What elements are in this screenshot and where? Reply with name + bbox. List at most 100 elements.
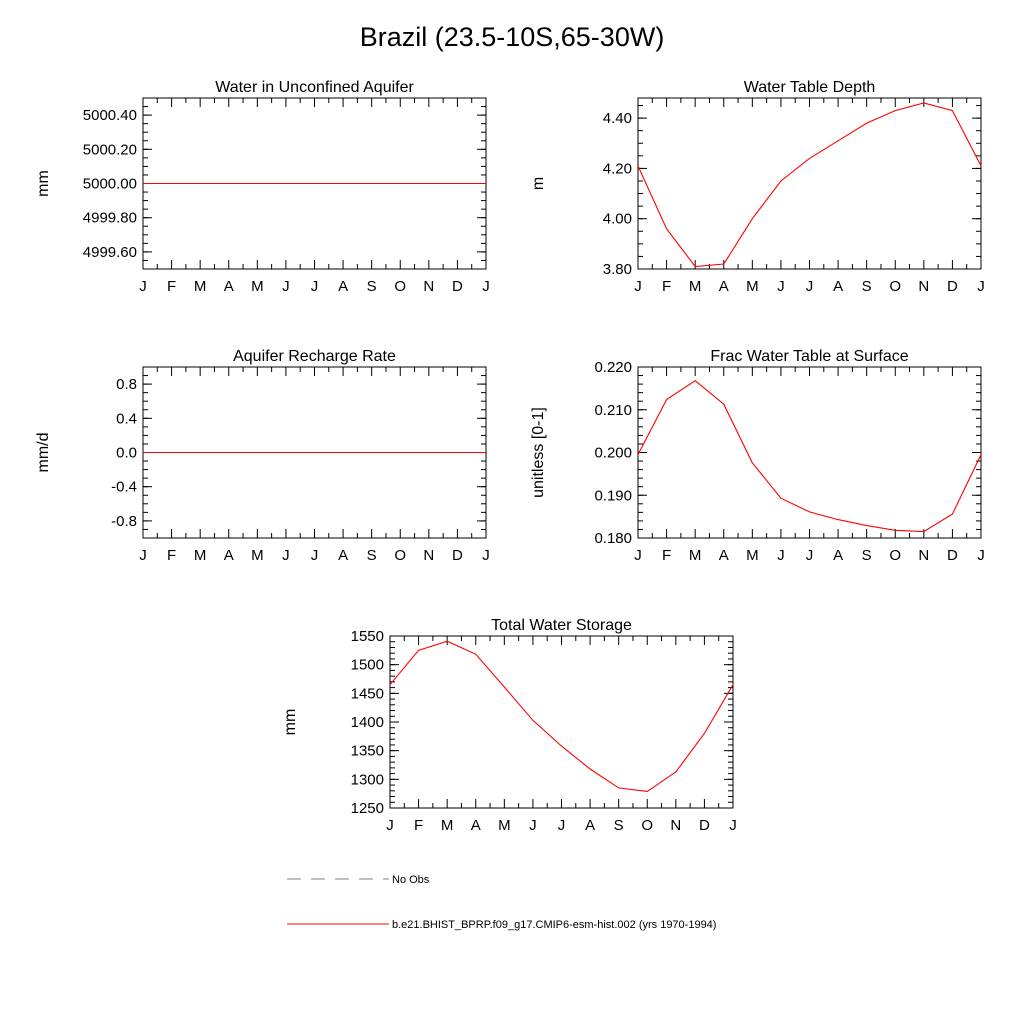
y-tick-label: 5000.00 (83, 176, 137, 193)
x-tick-label: F (662, 547, 671, 564)
x-tick-label: J (139, 278, 147, 295)
x-tick-label: A (338, 278, 348, 295)
y-axis-label: mm/d (35, 433, 52, 473)
x-tick-label: S (862, 547, 872, 564)
y-tick-label: 0.8 (116, 376, 137, 393)
panel-title: Total Water Storage (491, 617, 632, 634)
legend-label: b.e21.BHIST_BPRP.f09_g17.CMIP6-esm-hist.… (392, 919, 716, 931)
y-tick-label: 1550 (351, 628, 384, 645)
x-tick-label: F (662, 278, 671, 295)
x-tick-label: S (862, 278, 872, 295)
x-tick-label: A (224, 278, 234, 295)
y-axis-label: mm (35, 170, 52, 197)
x-tick-label: S (367, 547, 377, 564)
x-tick-label: J (977, 278, 985, 295)
x-tick-label: A (224, 547, 234, 564)
y-tick-label: -0.4 (111, 479, 137, 496)
figure-title: Brazil (23.5-10S,65-30W) (359, 22, 665, 52)
x-tick-label: J (977, 547, 985, 564)
x-tick-label: D (452, 547, 463, 564)
x-tick-label: A (719, 278, 729, 295)
panel-title: Frac Water Table at Surface (710, 348, 908, 365)
x-tick-label: F (167, 547, 176, 564)
x-tick-label: M (746, 547, 759, 564)
panel-title: Water Table Depth (744, 79, 876, 96)
x-tick-label: J (282, 547, 290, 564)
series-line-1 (637, 380, 982, 533)
x-tick-label: D (699, 817, 710, 834)
x-tick-label: A (833, 278, 843, 295)
x-tick-label: O (641, 817, 653, 834)
y-axis-label: unitless [0-1] (530, 407, 547, 498)
x-tick-label: F (167, 278, 176, 295)
x-tick-label: D (947, 547, 958, 564)
x-tick-label: J (282, 278, 290, 295)
x-tick-label: M (251, 547, 264, 564)
x-tick-label: A (585, 817, 595, 834)
chart-panel-4: Frac Water Table at Surface unitless [0-1… (530, 348, 985, 564)
x-tick-label: A (338, 547, 348, 564)
plot-frame (637, 97, 982, 270)
y-tick-label: 0.200 (594, 445, 632, 462)
x-tick-label: M (689, 278, 702, 295)
y-tick-label: 1300 (351, 771, 384, 788)
x-tick-label: M (194, 547, 207, 564)
x-tick-label: M (251, 278, 264, 295)
x-tick-label: M (746, 278, 759, 295)
y-tick-label: 4999.60 (83, 244, 137, 261)
y-tick-label: 0.180 (594, 530, 632, 547)
x-tick-label: J (529, 817, 537, 834)
y-tick-label: 5000.20 (83, 141, 137, 158)
panel-title: Water in Unconfined Aquifer (215, 79, 414, 96)
y-tick-label: 1350 (351, 743, 384, 760)
x-tick-label: A (471, 817, 481, 834)
y-tick-label: 4.40 (603, 110, 632, 127)
x-tick-label: M (689, 547, 702, 564)
x-tick-label: O (394, 278, 406, 295)
y-tick-label: 0.0 (116, 445, 137, 462)
x-tick-label: J (311, 278, 319, 295)
x-tick-label: J (634, 547, 642, 564)
x-tick-label: J (482, 278, 490, 295)
y-tick-label: 0.220 (594, 359, 632, 376)
x-tick-label: D (947, 278, 958, 295)
panel-title: Aquifer Recharge Rate (233, 348, 396, 365)
legend-item-1: No Obs (287, 874, 430, 886)
x-tick-label: D (452, 278, 463, 295)
y-tick-label: 4.20 (603, 160, 632, 177)
y-tick-label: 4.00 (603, 211, 632, 228)
x-tick-label: J (777, 278, 785, 295)
x-tick-label: N (670, 817, 681, 834)
y-tick-label: 5000.40 (83, 107, 137, 124)
y-tick-label: 1500 (351, 657, 384, 674)
x-tick-label: M (498, 817, 511, 834)
x-tick-label: O (889, 278, 901, 295)
x-tick-label: M (194, 278, 207, 295)
x-tick-label: N (918, 278, 929, 295)
plot-frame (389, 635, 734, 809)
x-tick-label: M (441, 817, 454, 834)
y-tick-label: 4999.80 (83, 210, 137, 227)
x-tick-label: A (833, 547, 843, 564)
x-tick-label: N (423, 278, 434, 295)
y-axis-label: m (530, 177, 547, 190)
x-tick-label: J (139, 547, 147, 564)
y-tick-label: 0.210 (594, 402, 632, 419)
y-tick-label: 1450 (351, 685, 384, 702)
x-tick-label: J (806, 278, 814, 295)
x-tick-label: J (729, 817, 737, 834)
series-line-1 (637, 102, 982, 268)
x-tick-label: J (311, 547, 319, 564)
y-tick-label: 0.4 (116, 410, 137, 427)
x-tick-label: S (367, 278, 377, 295)
x-tick-label: O (889, 547, 901, 564)
y-tick-label: -0.8 (111, 513, 137, 530)
x-tick-label: J (558, 817, 566, 834)
x-tick-label: J (482, 547, 490, 564)
x-tick-label: J (806, 547, 814, 564)
